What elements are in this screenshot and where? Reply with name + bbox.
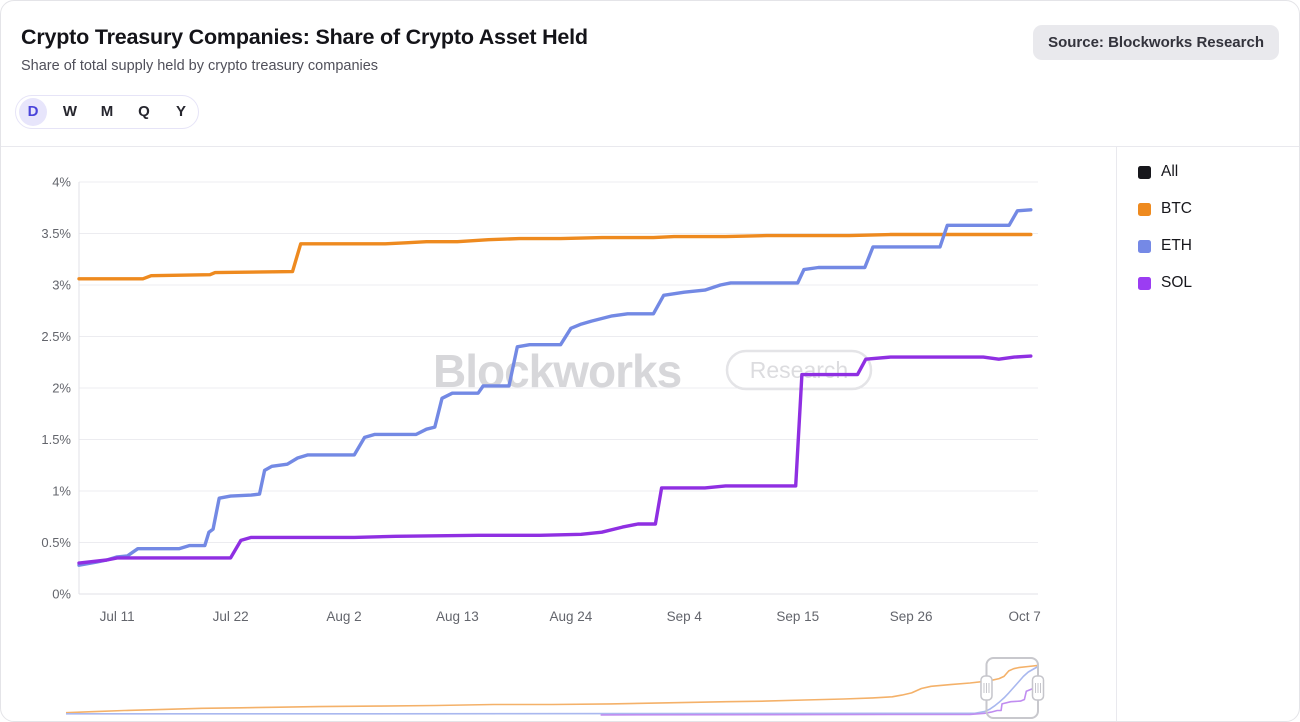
series-lines [77,208,1033,567]
range-option-m[interactable]: M [93,98,121,126]
range-option-q[interactable]: Q [130,98,158,126]
y-axis-label: 3.5% [41,226,71,241]
chart-area: 0% 0.5% 1% 1.5% 2% 2.5% 3% 3.5% 4% Jul 11 Jul 22 Au… [1,147,1116,722]
range-option-d[interactable]: D [19,98,47,126]
y-axis-label: 2.5% [41,329,71,344]
watermark-tag: Research [750,357,848,383]
chart-canvas[interactable]: 0% 0.5% 1% 1.5% 2% 2.5% 3% 3.5% 4% Jul 11 Jul 22 Au… [1,147,1116,722]
y-axis-label: 0% [52,587,71,602]
legend-label: ETH [1161,237,1192,254]
x-axis-label: Sep 4 [667,609,703,624]
y-axis-label: 1% [52,484,71,499]
source-badge: Source: Blockworks Research [1033,25,1279,60]
legend-item-sol[interactable]: SOL [1138,271,1299,295]
legend: All BTC ETH SOL [1116,147,1299,721]
x-axis-label: Jul 11 [100,609,135,624]
range-option-y[interactable]: Y [167,98,195,126]
y-axis-label: 1.5% [41,432,71,447]
navigator-line-eth [66,665,1039,715]
x-axis-label: Aug 24 [549,609,592,624]
legend-swatch-eth [1138,239,1151,253]
y-axis-label: 4% [52,175,71,190]
page-subtitle: Share of total supply held by crypto tre… [21,58,379,74]
legend-swatch-sol [1138,276,1151,290]
x-axis-label: Oct 7 [1008,609,1040,624]
navigator-handle-right[interactable] [1031,675,1045,701]
legend-label: SOL [1161,274,1193,291]
chart-card: 0% 0.5% 1% 1.5% 2% 2.5% 3% 3.5% 4% Jul 11 Jul 22 Au… [1,146,1299,722]
navigator-handle-left[interactable] [980,675,993,701]
legend-item-btc[interactable]: BTC [1138,197,1299,221]
x-axis-label: Sep 26 [890,609,933,624]
page-title: Crypto Treasury Companies: Share of Cryp… [21,25,588,49]
series-line-eth[interactable] [77,208,1033,567]
grid-and-axes: 0% 0.5% 1% 1.5% 2% 2.5% 3% 3.5% 4% Jul 11 Jul 22 Au… [41,175,1040,625]
legend-item-eth[interactable]: ETH [1138,234,1299,258]
x-axis-label: Aug 2 [326,609,361,624]
title-block: Crypto Treasury Companies: Share of Cryp… [21,23,588,77]
x-axis-label: Jul 22 [213,609,249,624]
legend-label: BTC [1161,200,1192,217]
navigator-line-sol [600,686,1039,716]
legend-swatch-all [1138,165,1151,179]
navigator[interactable] [65,657,1045,719]
y-axis-label: 2% [52,381,71,396]
x-axis-label: Sep 15 [776,609,819,624]
series-line-sol[interactable] [77,354,1033,565]
y-axis-label: 3% [52,278,71,293]
header: Crypto Treasury Companies: Share of Cryp… [1,1,1299,77]
legend-swatch-btc [1138,202,1151,216]
range-option-w[interactable]: W [56,98,84,126]
legend-label: All [1161,163,1179,180]
navigator-line-btc [65,664,1039,714]
watermark: Blockworks Research [433,345,873,397]
y-axis-label: 0.5% [41,535,71,550]
legend-item-all[interactable]: All [1138,160,1299,184]
x-axis-label: Aug 13 [436,609,479,624]
series-line-btc[interactable] [77,232,1033,281]
watermark-brand: Blockworks [433,345,681,397]
